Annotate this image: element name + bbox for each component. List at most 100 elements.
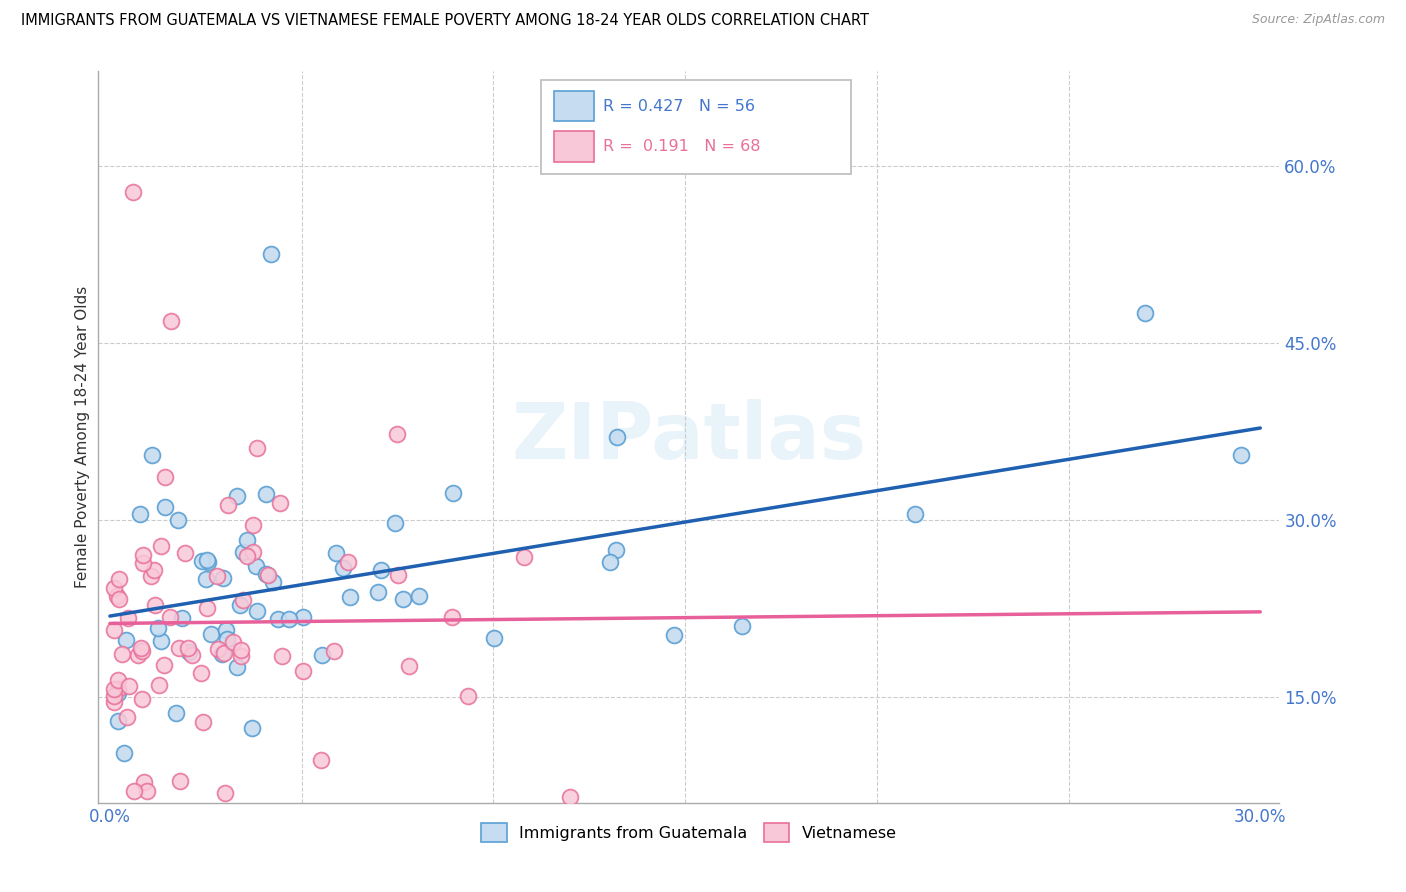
Point xyxy=(193,714,215,729)
Text: ZIPatlas: ZIPatlas xyxy=(512,399,866,475)
Point xyxy=(457,689,479,703)
Point xyxy=(211,647,233,661)
Point xyxy=(127,648,149,662)
Point xyxy=(332,560,354,574)
Point xyxy=(103,689,125,703)
Point xyxy=(107,682,129,697)
Point xyxy=(103,624,125,638)
Point xyxy=(165,706,187,721)
Point xyxy=(240,721,263,735)
Point xyxy=(141,448,163,462)
Point xyxy=(131,556,153,570)
Point xyxy=(217,632,239,646)
Point xyxy=(558,789,581,804)
Text: IMMIGRANTS FROM GUATEMALA VS VIETNAMESE FEMALE POVERTY AMONG 18-24 YEAR OLDS COR: IMMIGRANTS FROM GUATEMALA VS VIETNAMESE … xyxy=(21,13,869,29)
Point xyxy=(1230,448,1253,462)
Point xyxy=(311,648,333,662)
Point xyxy=(152,657,174,672)
Point xyxy=(212,646,235,660)
Point xyxy=(148,621,170,635)
Point xyxy=(143,563,166,577)
Point xyxy=(107,686,129,700)
Point xyxy=(176,641,198,656)
Point xyxy=(325,546,347,560)
Point xyxy=(129,508,152,522)
Point xyxy=(225,660,247,674)
Point xyxy=(159,609,181,624)
Point xyxy=(254,487,277,501)
Point xyxy=(226,489,249,503)
Point xyxy=(132,775,155,789)
Point xyxy=(256,568,278,582)
Point xyxy=(148,678,170,692)
Text: Source: ZipAtlas.com: Source: ZipAtlas.com xyxy=(1251,13,1385,27)
Point xyxy=(215,623,238,637)
Point xyxy=(245,604,267,618)
Point xyxy=(118,679,141,693)
Point xyxy=(270,649,292,664)
Point xyxy=(606,430,628,444)
Point xyxy=(309,753,332,767)
Point xyxy=(242,517,264,532)
Point xyxy=(222,635,245,649)
Legend: Immigrants from Guatemala, Vietnamese: Immigrants from Guatemala, Vietnamese xyxy=(472,815,905,850)
Point xyxy=(260,247,283,261)
Point xyxy=(513,549,536,564)
FancyBboxPatch shape xyxy=(554,131,593,161)
Point xyxy=(731,618,754,632)
Point xyxy=(103,681,125,696)
Point xyxy=(408,589,430,603)
Point xyxy=(195,572,218,586)
Point xyxy=(124,784,146,798)
Point xyxy=(214,786,236,800)
Point xyxy=(246,441,269,455)
Point xyxy=(229,643,252,657)
Point xyxy=(605,543,627,558)
Point xyxy=(291,664,314,678)
Point xyxy=(441,486,464,500)
Point xyxy=(278,612,301,626)
Point xyxy=(322,644,344,658)
Point xyxy=(149,539,172,553)
Point xyxy=(174,546,197,560)
FancyBboxPatch shape xyxy=(554,91,593,121)
Point xyxy=(169,640,191,655)
Point xyxy=(190,665,212,680)
Point xyxy=(105,589,128,603)
Point xyxy=(107,673,129,687)
Point xyxy=(236,533,259,547)
Point xyxy=(370,563,392,577)
Point xyxy=(139,569,162,583)
Point xyxy=(482,631,505,645)
Point xyxy=(170,611,193,625)
Point xyxy=(207,642,229,657)
Point xyxy=(190,554,212,568)
FancyBboxPatch shape xyxy=(541,80,851,174)
Point xyxy=(229,648,252,663)
Point xyxy=(153,500,176,515)
Point xyxy=(179,645,201,659)
Point xyxy=(292,610,315,624)
Text: R =  0.191   N = 68: R = 0.191 N = 68 xyxy=(603,139,761,153)
Point xyxy=(136,784,159,798)
Point xyxy=(904,507,927,521)
Point xyxy=(217,498,239,512)
Point xyxy=(212,571,235,585)
Point xyxy=(107,591,129,606)
Point xyxy=(143,598,166,612)
Point xyxy=(664,628,686,642)
Point xyxy=(197,553,219,567)
Point xyxy=(122,185,145,199)
Point xyxy=(387,427,409,442)
Point xyxy=(387,567,409,582)
Point xyxy=(180,648,202,662)
Point xyxy=(254,567,277,582)
Point xyxy=(129,640,152,655)
Point xyxy=(117,611,139,625)
Point xyxy=(103,695,125,709)
Point xyxy=(339,590,361,604)
Point xyxy=(367,585,389,599)
Point xyxy=(160,314,183,328)
Point xyxy=(235,549,257,563)
Point xyxy=(149,633,172,648)
